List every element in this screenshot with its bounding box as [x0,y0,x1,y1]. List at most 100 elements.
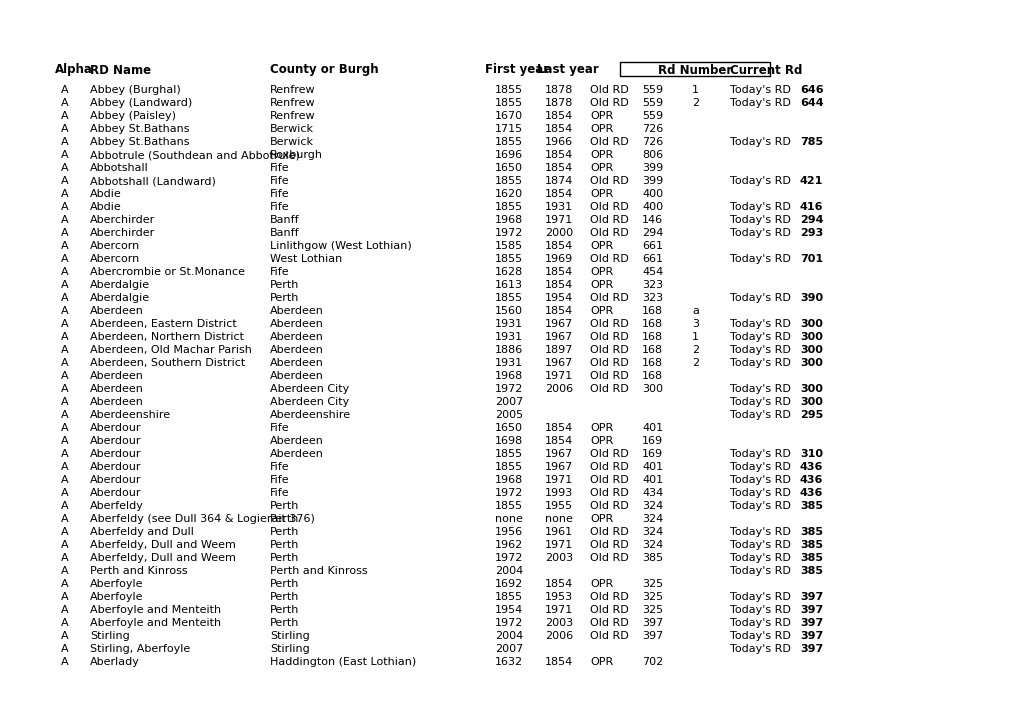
Text: Fife: Fife [270,423,289,433]
Text: Today's RD: Today's RD [730,605,790,615]
Text: A: A [61,150,68,160]
Text: 401: 401 [641,475,662,485]
Text: Old RD: Old RD [589,215,628,225]
Text: Perth: Perth [270,280,300,290]
Text: Aberfoyle and Menteith: Aberfoyle and Menteith [90,605,221,615]
Text: A: A [61,384,68,394]
Text: 294: 294 [799,215,822,225]
Text: Today's RD: Today's RD [730,527,790,537]
Text: Today's RD: Today's RD [730,397,790,407]
Bar [620,62,769,76]
Text: Abercorn: Abercorn [90,241,141,251]
Text: 397: 397 [799,618,822,628]
Text: 390: 390 [799,293,822,303]
Text: 1855: 1855 [494,98,523,108]
Text: Aberdeen: Aberdeen [90,306,144,316]
Text: 1855: 1855 [494,254,523,264]
Text: Aberdeen: Aberdeen [90,397,144,407]
Text: Abbey St.Bathans: Abbey St.Bathans [90,124,190,134]
Text: Today's RD: Today's RD [730,85,790,95]
Text: 1560: 1560 [494,306,523,316]
Text: OPR: OPR [589,657,612,667]
Text: Old RD: Old RD [589,98,628,108]
Text: 454: 454 [641,267,662,277]
Text: a: a [691,306,698,316]
Text: Today's RD: Today's RD [730,449,790,459]
Text: Today's RD: Today's RD [730,345,790,355]
Text: 1854: 1854 [544,423,573,433]
Text: Aberfeldy (see Dull 364 & Logierait 376): Aberfeldy (see Dull 364 & Logierait 376) [90,514,315,524]
Text: Abbey St.Bathans: Abbey St.Bathans [90,137,190,147]
Text: 294: 294 [641,228,662,238]
Text: A: A [61,462,68,472]
Text: Stirling: Stirling [90,631,129,641]
Text: 325: 325 [641,579,662,589]
Text: 401: 401 [641,462,662,472]
Text: 168: 168 [641,306,662,316]
Text: A: A [61,85,68,95]
Text: 1854: 1854 [544,163,573,173]
Text: 397: 397 [799,631,822,641]
Text: Aberdeen: Aberdeen [270,345,324,355]
Text: Haddington (East Lothian): Haddington (East Lothian) [270,657,416,667]
Text: A: A [61,267,68,277]
Text: 325: 325 [641,592,662,602]
Text: A: A [61,410,68,420]
Text: 2: 2 [691,358,698,368]
Text: 785: 785 [799,137,822,147]
Text: Perth: Perth [270,592,300,602]
Text: Old RD: Old RD [589,254,628,264]
Text: 1650: 1650 [494,163,523,173]
Text: OPR: OPR [589,150,612,160]
Text: 300: 300 [641,384,662,394]
Text: A: A [61,605,68,615]
Text: Old RD: Old RD [589,345,628,355]
Text: A: A [61,657,68,667]
Text: A: A [61,488,68,498]
Text: 702: 702 [641,657,662,667]
Text: Aberfoyle: Aberfoyle [90,579,144,589]
Text: 726: 726 [641,124,662,134]
Text: 1931: 1931 [494,358,523,368]
Text: 1886: 1886 [494,345,523,355]
Text: Abbotrule (Southdean and Abbotrule): Abbotrule (Southdean and Abbotrule) [90,150,300,160]
Text: OPR: OPR [589,241,612,251]
Text: 646: 646 [799,85,822,95]
Text: 2005: 2005 [494,410,523,420]
Text: 324: 324 [641,501,662,511]
Text: Berwick: Berwick [270,124,314,134]
Text: Perth: Perth [270,514,300,524]
Text: Today's RD: Today's RD [730,176,790,186]
Text: 1878: 1878 [544,85,573,95]
Text: A: A [61,98,68,108]
Text: 385: 385 [641,553,662,563]
Text: 324: 324 [641,514,662,524]
Text: Stirling: Stirling [270,631,310,641]
Text: 1855: 1855 [494,293,523,303]
Text: 1613: 1613 [494,280,523,290]
Text: A: A [61,527,68,537]
Text: Old RD: Old RD [589,384,628,394]
Text: Abbotshall (Landward): Abbotshall (Landward) [90,176,216,186]
Text: Today's RD: Today's RD [730,631,790,641]
Text: 1971: 1971 [544,540,573,550]
Text: Aberdeen: Aberdeen [270,306,324,316]
Text: 1620: 1620 [494,189,523,199]
Text: Rd Number: Rd Number [657,63,732,76]
Text: Old RD: Old RD [589,462,628,472]
Text: 661: 661 [641,241,662,251]
Text: 1968: 1968 [494,475,523,485]
Text: 1878: 1878 [544,98,573,108]
Text: 168: 168 [641,371,662,381]
Text: Aberdour: Aberdour [90,423,142,433]
Text: Old RD: Old RD [589,631,628,641]
Text: Abdie: Abdie [90,202,121,212]
Text: OPR: OPR [589,163,612,173]
Text: 1650: 1650 [494,423,523,433]
Text: A: A [61,553,68,563]
Text: Banff: Banff [270,228,300,238]
Text: Old RD: Old RD [589,228,628,238]
Text: 1855: 1855 [494,176,523,186]
Text: Abercorn: Abercorn [90,254,141,264]
Text: Aberdeen: Aberdeen [270,358,324,368]
